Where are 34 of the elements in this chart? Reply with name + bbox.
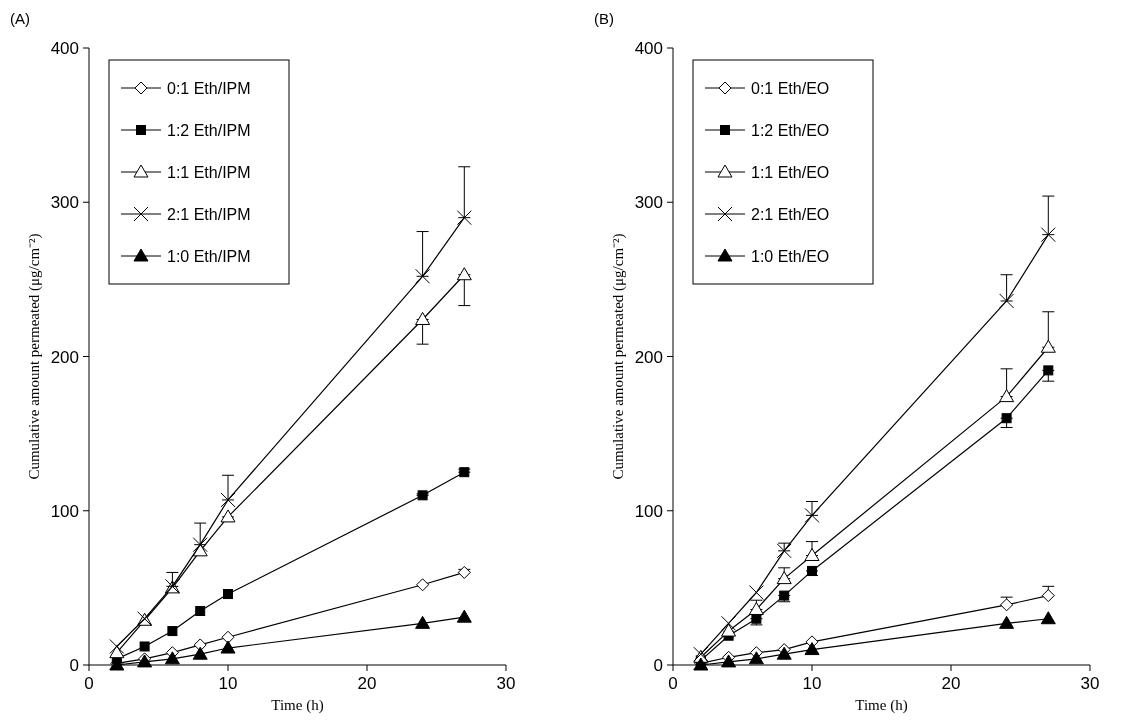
legend-label: 1:2 Eth/EO bbox=[751, 122, 830, 139]
y-tick-label: 100 bbox=[50, 501, 79, 521]
legend-label: 1:1 Eth/EO bbox=[751, 164, 830, 181]
x-axis-title: Time (h) bbox=[271, 697, 324, 714]
x-tick-label: 20 bbox=[357, 674, 377, 693]
legend-label: 1:0 Eth/EO bbox=[751, 248, 830, 265]
legend-label: 1:2 Eth/IPM bbox=[167, 122, 251, 139]
legend-label: 1:1 Eth/IPM bbox=[167, 164, 251, 181]
legend-label: 0:1 Eth/IPM bbox=[167, 80, 251, 97]
legend-label: 2:1 Eth/EO bbox=[751, 206, 830, 223]
y-tick-label: 400 bbox=[634, 39, 663, 58]
y-axis-title: Cumulative amount permeated (μg/cm⁻²) bbox=[26, 233, 43, 480]
x-tick-label: 10 bbox=[802, 674, 822, 693]
chart-title: (A) bbox=[10, 10, 30, 27]
x-tick-label: 0 bbox=[84, 674, 94, 693]
x-tick-label: 10 bbox=[218, 674, 238, 693]
y-tick-label: 300 bbox=[634, 193, 663, 213]
y-tick-label: 200 bbox=[50, 347, 79, 367]
y-axis-title: Cumulative amount permeated (μg/cm⁻²) bbox=[610, 233, 627, 480]
x-tick-label: 0 bbox=[668, 674, 678, 693]
y-tick-label: 0 bbox=[69, 656, 79, 675]
y-tick-label: 400 bbox=[50, 39, 79, 58]
legend-label: 0:1 Eth/EO bbox=[751, 80, 830, 97]
legend-label: 1:0 Eth/IPM bbox=[167, 248, 251, 265]
chart-title: (B) bbox=[594, 10, 614, 27]
x-axis-title: Time (h) bbox=[855, 697, 908, 714]
legend-label: 2:1 Eth/IPM bbox=[167, 206, 251, 223]
x-tick-label: 30 bbox=[496, 674, 516, 693]
y-tick-label: 100 bbox=[634, 501, 663, 521]
x-tick-label: 20 bbox=[941, 674, 961, 693]
y-tick-label: 300 bbox=[50, 193, 79, 213]
y-tick-label: 200 bbox=[634, 347, 663, 367]
y-tick-label: 0 bbox=[653, 656, 663, 675]
x-tick-label: 30 bbox=[1080, 674, 1100, 693]
